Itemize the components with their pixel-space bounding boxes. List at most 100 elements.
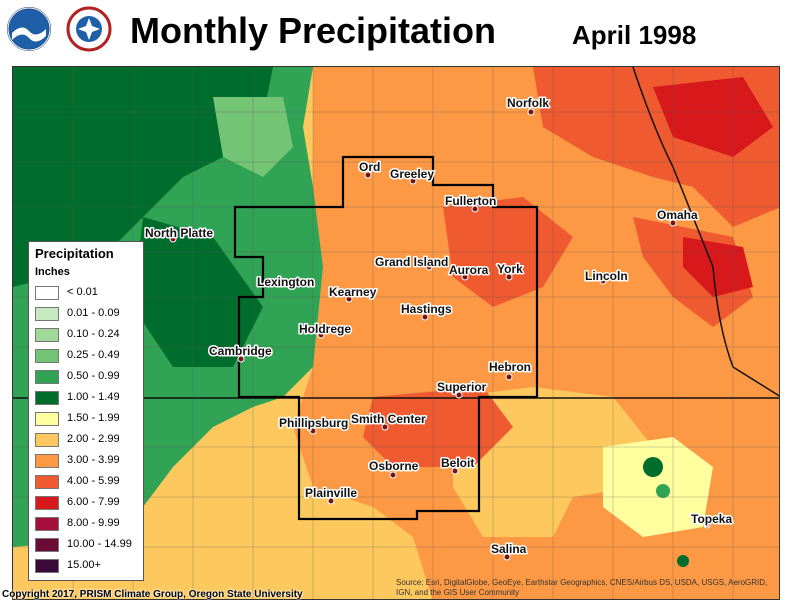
dark-green-zone-center xyxy=(133,217,263,367)
legend-swatch xyxy=(35,454,59,468)
city-label-norfolk: Norfolk xyxy=(507,96,549,110)
date-label: April 1998 xyxy=(572,20,697,50)
nws-logo xyxy=(66,6,112,52)
city-label-salina: Salina xyxy=(491,542,527,556)
city-dot-plainville xyxy=(327,497,335,505)
city-label-omaha: Omaha xyxy=(657,208,698,222)
legend-swatch xyxy=(35,517,59,531)
city-dot-cambridge xyxy=(237,355,245,363)
city-label-fullerton: Fullerton xyxy=(445,194,496,208)
city-dot-hebron xyxy=(505,373,513,381)
city-dot-phillipsburg xyxy=(309,427,317,435)
legend-swatch xyxy=(35,433,59,447)
legend-label: 2.00 - 2.99 xyxy=(67,433,120,445)
city-dot-lincoln xyxy=(599,277,607,285)
copyright: Copyright 2017, PRISM Climate Group, Ore… xyxy=(2,589,303,600)
city-label-hastings: Hastings xyxy=(401,302,452,316)
city-dot-greeley xyxy=(409,177,417,185)
city-label-york: York xyxy=(497,262,523,276)
city-label-hebron: Hebron xyxy=(489,360,531,374)
state-border-missouri-river xyxy=(632,67,779,397)
city-dot-holdrege xyxy=(317,331,325,339)
legend-item: 10.00 - 14.99 xyxy=(35,536,141,555)
city-markers: Norfolk Ord Greeley Fullerton North Plat… xyxy=(144,95,734,561)
city-dot-aurora xyxy=(461,273,469,281)
city-dot-lexington xyxy=(279,279,287,287)
legend-unit: Inches xyxy=(35,266,70,278)
legend-item: 0.01 - 0.09 xyxy=(35,305,141,324)
city-dot-fullerton xyxy=(471,205,479,213)
city-label-greeley: Greeley xyxy=(390,167,434,181)
city-label-grand-island: Grand Island xyxy=(375,255,448,269)
legend-label: 15.00+ xyxy=(67,559,101,571)
city-label-lincoln: Lincoln xyxy=(585,269,628,283)
legend-swatch xyxy=(35,370,59,384)
city-label-superior: Superior xyxy=(437,380,487,394)
legend-label: < 0.01 xyxy=(67,286,98,298)
city-dot-york xyxy=(505,273,513,281)
legend-item: 6.00 - 7.99 xyxy=(35,494,141,513)
legend-swatch xyxy=(35,496,59,510)
city-label-osborne: Osborne xyxy=(369,459,419,473)
county-grid xyxy=(13,67,779,599)
city-label-phillipsburg: Phillipsburg xyxy=(279,416,348,430)
green-patch-3 xyxy=(677,555,689,567)
green-patch-2 xyxy=(656,484,670,498)
legend-label: 6.00 - 7.99 xyxy=(67,496,120,508)
legend-label: 0.01 - 0.09 xyxy=(67,307,120,319)
city-dot-topeka xyxy=(703,521,711,529)
legend-swatch xyxy=(35,328,59,342)
city-dot-smith-center xyxy=(381,423,389,431)
city-label-holdrege: Holdrege xyxy=(299,322,351,336)
city-dot-superior xyxy=(455,391,463,399)
city-label-smith-center: Smith Center xyxy=(351,412,426,426)
legend: Precipitation Inches < 0.01 0.01 - 0.09 0.… xyxy=(28,241,144,581)
city-dot-kearney xyxy=(345,295,353,303)
dark-red-zone-ne xyxy=(653,77,773,157)
legend-item: 1.00 - 1.49 xyxy=(35,389,141,408)
legend-label: 0.10 - 0.24 xyxy=(67,328,120,340)
city-label-north-platte: North Platte xyxy=(145,226,213,240)
city-label-lexington: Lexington xyxy=(257,275,314,289)
city-label-kearney: Kearney xyxy=(329,285,377,299)
legend-item: 0.25 - 0.49 xyxy=(35,347,141,366)
city-label-cambridge: Cambridge xyxy=(209,344,272,358)
legend-swatch xyxy=(35,307,59,321)
legend-swatch xyxy=(35,286,59,300)
legend-item: < 0.01 xyxy=(35,284,141,303)
legend-swatch xyxy=(35,349,59,363)
city-label-topeka: Topeka xyxy=(691,512,732,526)
legend-item: 1.50 - 1.99 xyxy=(35,410,141,429)
legend-swatch xyxy=(35,391,59,405)
city-dot-beloit xyxy=(451,467,459,475)
legend-swatch xyxy=(35,559,59,573)
city-label-plainville: Plainville xyxy=(305,486,357,500)
legend-item: 3.00 - 3.99 xyxy=(35,452,141,471)
green-patch-1 xyxy=(643,457,663,477)
legend-item: 0.10 - 0.24 xyxy=(35,326,141,345)
legend-label: 10.00 - 14.99 xyxy=(67,538,132,550)
city-dot-grand-island xyxy=(425,263,433,271)
city-dot-norfolk xyxy=(527,108,535,116)
legend-label: 0.25 - 0.49 xyxy=(67,349,120,361)
city-label-aurora: Aurora xyxy=(449,263,489,277)
city-dot-osborne xyxy=(389,471,397,479)
city-dot-omaha xyxy=(669,219,677,227)
dark-green-zone-nw xyxy=(13,67,273,287)
legend-swatch xyxy=(35,412,59,426)
legend-label: 1.00 - 1.49 xyxy=(67,391,120,403)
noaa-logo xyxy=(7,7,51,51)
city-dot-north-platte xyxy=(169,235,177,243)
city-dot-ord xyxy=(364,171,372,179)
legend-item: 4.00 - 5.99 xyxy=(35,473,141,492)
legend-item: 0.50 - 0.99 xyxy=(35,368,141,387)
legend-swatch xyxy=(35,538,59,552)
legend-swatch xyxy=(35,475,59,489)
legend-label: 1.50 - 1.99 xyxy=(67,412,120,424)
source-credit: Source: Esri, DigitalGlobe, GeoEye, Eart… xyxy=(396,578,768,597)
legend-label: 0.50 - 0.99 xyxy=(67,370,120,382)
city-label-ord: Ord xyxy=(359,160,380,174)
legend-item: 15.00+ xyxy=(35,557,141,576)
header: Monthly Precipitation April 1998 xyxy=(0,0,792,66)
legend-label: 4.00 - 5.99 xyxy=(67,475,120,487)
